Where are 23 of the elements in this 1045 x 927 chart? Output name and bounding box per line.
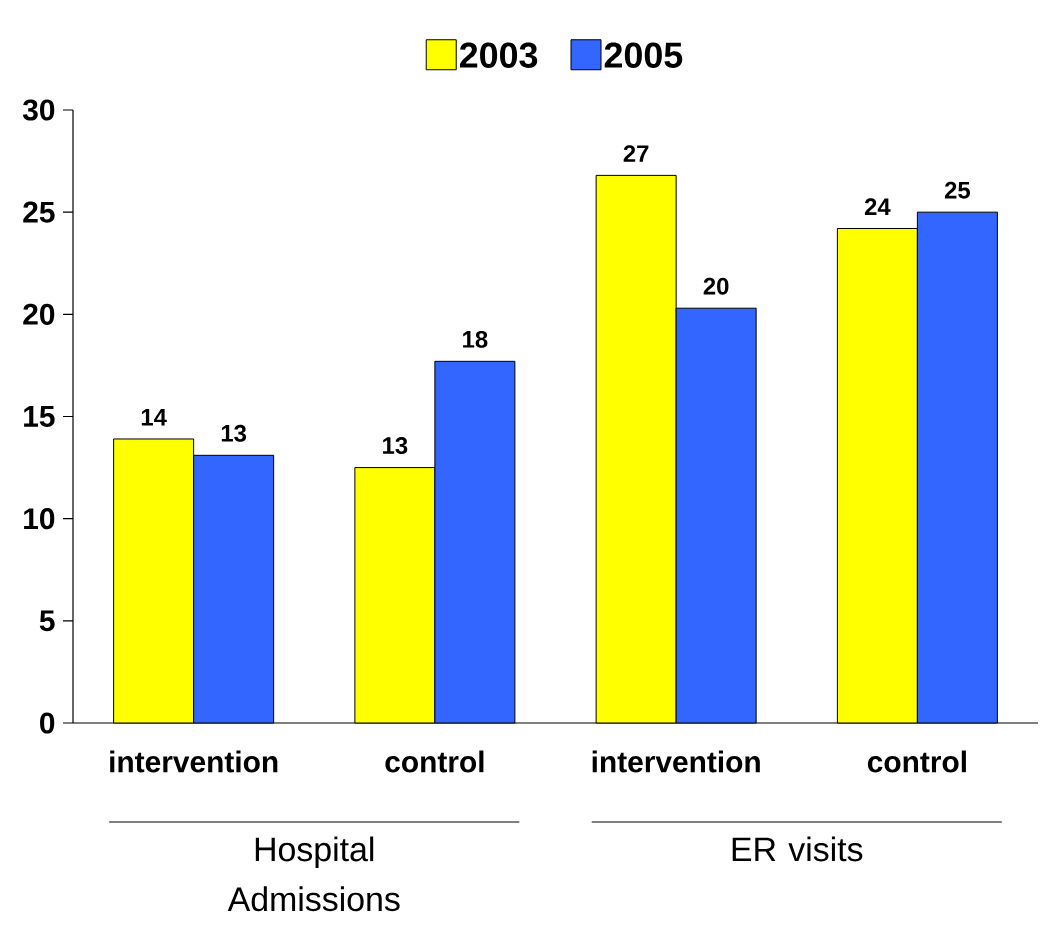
y-tick-label: 20 bbox=[23, 303, 55, 325]
y-tick-label: 10 bbox=[24, 508, 55, 530]
data-label: 13 bbox=[383, 437, 408, 455]
x-tick-label: control bbox=[867, 750, 966, 773]
data-label: 18 bbox=[463, 330, 488, 348]
y-tick-label: 15 bbox=[24, 406, 55, 427]
data-label: 14 bbox=[141, 409, 167, 426]
y-tick-label: 30 bbox=[22, 99, 55, 121]
text: ER visits bbox=[732, 836, 863, 862]
legend-label: 2005 bbox=[604, 42, 683, 68]
x-tick-label: control bbox=[385, 750, 484, 773]
y-tick-label: 5 bbox=[39, 610, 55, 632]
legend-label: 2003 bbox=[459, 42, 538, 68]
data-label: 25 bbox=[944, 181, 971, 199]
data-label: 24 bbox=[864, 198, 891, 215]
text: Hospital Admissions bbox=[227, 836, 400, 912]
x-tick-label: intervention bbox=[592, 750, 760, 773]
y-tick-label: 0 bbox=[40, 712, 55, 734]
x-tick-label: intervention bbox=[110, 750, 278, 773]
data-label: 13 bbox=[221, 424, 247, 442]
data-label: 20 bbox=[703, 277, 729, 295]
data-label: 27 bbox=[623, 145, 649, 162]
y-tick-label: 25 bbox=[23, 201, 55, 223]
